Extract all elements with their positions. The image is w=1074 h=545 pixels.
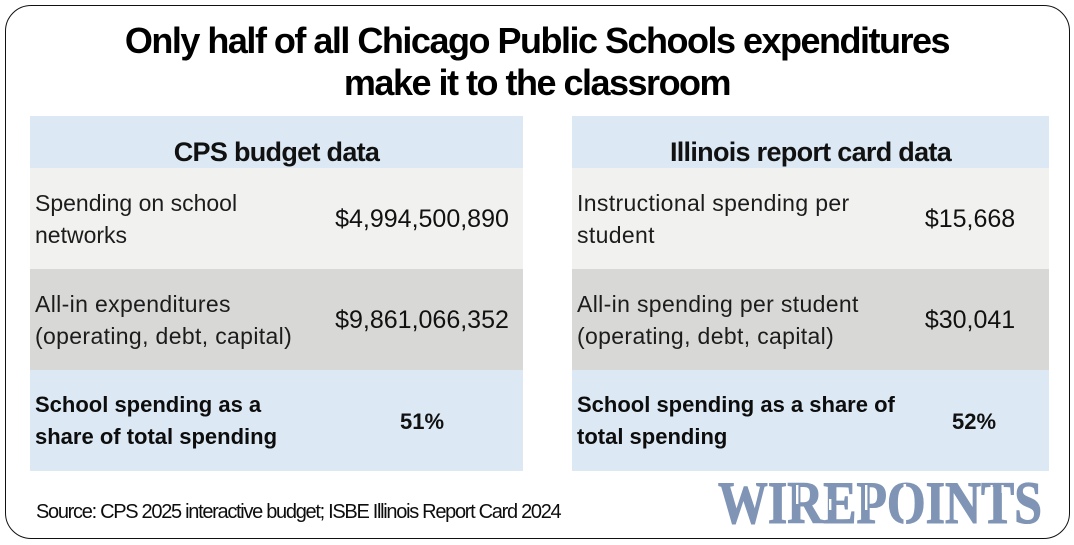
svg-text:WIREPOINTS: WIREPOINTS [718, 478, 1042, 528]
